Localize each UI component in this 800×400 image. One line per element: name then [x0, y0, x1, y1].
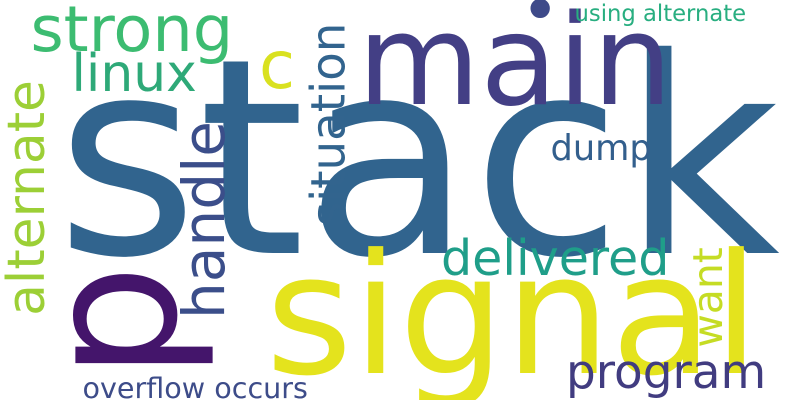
word-want: want	[683, 246, 732, 348]
word-program: program	[566, 344, 767, 400]
word-using-alternate: using alternate	[574, 0, 747, 27]
word-delivered: delivered	[441, 228, 670, 287]
word-c: c	[259, 28, 296, 104]
word-alternate: alternate	[0, 80, 57, 316]
word-overflow-occurs: overflow occurs	[82, 370, 308, 400]
word-dump: dump	[550, 127, 652, 169]
word-situation: situation	[302, 22, 357, 227]
word-main: main	[357, 0, 673, 134]
word-dot: •	[520, 0, 560, 49]
word-strong: strong	[30, 0, 234, 67]
word-linux: linux	[71, 44, 197, 104]
word-handle: handle	[169, 121, 238, 320]
word-signal: signal	[265, 218, 760, 400]
word-stack: stack	[56, 0, 780, 318]
